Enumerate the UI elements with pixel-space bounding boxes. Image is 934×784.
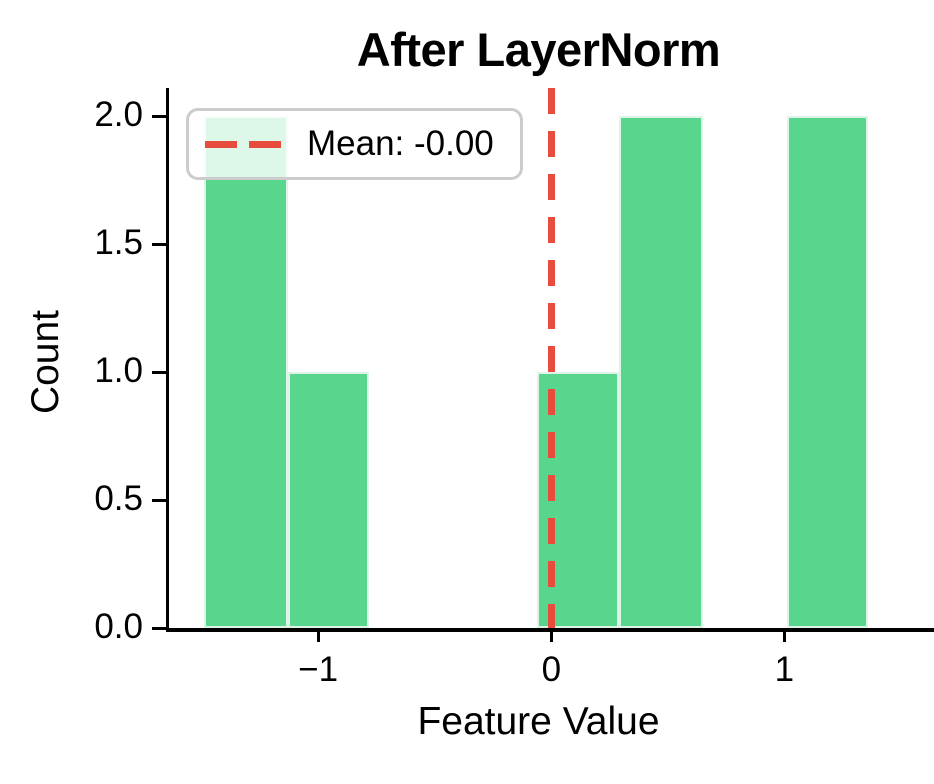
x-tick-label: −1 [298, 650, 339, 689]
y-tick-mark [152, 626, 166, 630]
y-tick-label: 0.5 [94, 479, 143, 518]
histogram-bar [786, 116, 869, 628]
y-axis-spine [166, 88, 169, 630]
y-tick-mark [152, 498, 166, 502]
x-tick-mark [782, 628, 786, 642]
chart-title: After LayerNorm [356, 23, 721, 76]
histogram-bar [618, 116, 703, 628]
x-tick-label: 0 [541, 650, 562, 689]
histogram-bar [287, 372, 370, 628]
y-tick-label: 1.5 [94, 223, 143, 263]
y-tick-label: 2.0 [94, 95, 143, 135]
y-axis-label: Count [24, 309, 67, 415]
y-tick-mark [152, 114, 166, 118]
mean-line [547, 88, 555, 628]
x-tick-label: 1 [774, 650, 795, 689]
histogram-bar [204, 116, 288, 628]
plot-area: −1 0 1 0.0 0.5 1.0 1.5 2.0 Mean: -0.00 [94, 88, 934, 689]
y-tick-label: 0.0 [94, 607, 143, 646]
mean-line-legend-swatch [205, 140, 281, 148]
x-tick-mark [316, 628, 320, 642]
x-tick-mark [549, 628, 553, 642]
y-tick-label: 1.0 [94, 351, 143, 391]
y-tick-mark [152, 370, 166, 374]
legend-label: Mean: -0.00 [307, 124, 494, 163]
x-axis-label: Feature Value [417, 700, 660, 743]
y-tick-mark [152, 242, 166, 246]
legend: Mean: -0.00 [186, 108, 523, 180]
